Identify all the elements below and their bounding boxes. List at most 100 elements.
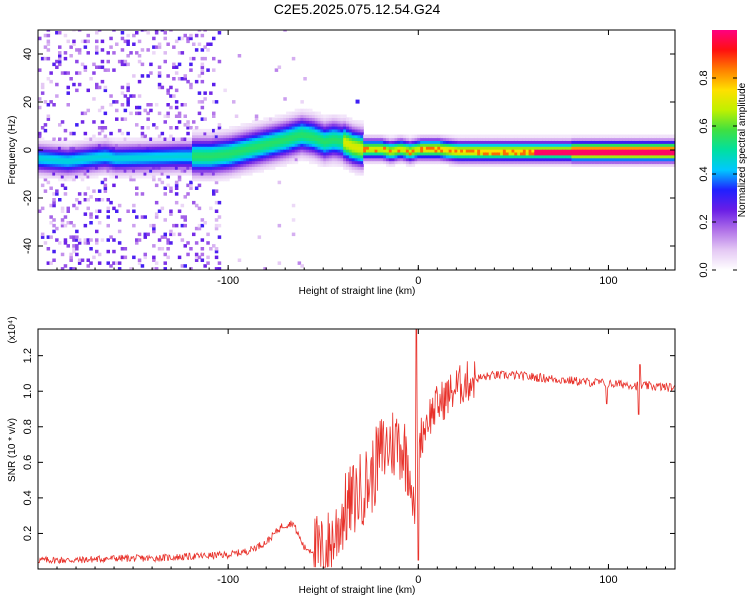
spectrogram-cell bbox=[337, 123, 341, 127]
spectrogram-cell bbox=[140, 143, 145, 147]
spectrogram-cell bbox=[49, 172, 53, 176]
spectrogram-cell bbox=[103, 166, 108, 170]
spectrogram-cell bbox=[437, 157, 441, 162]
spectrogram-cell bbox=[126, 103, 130, 107]
spectrogram-cell bbox=[257, 126, 262, 130]
spectrogram-cell bbox=[463, 157, 467, 162]
spectrogram-cell bbox=[115, 154, 119, 159]
spectrogram-cell bbox=[434, 151, 438, 156]
spectrogram-cell bbox=[451, 157, 456, 162]
spectrogram-cell bbox=[289, 143, 293, 147]
spectrogram-cell bbox=[38, 149, 42, 153]
spectrogram-cell bbox=[55, 172, 59, 176]
spectrogram-cell bbox=[120, 131, 125, 136]
spectrogram-cell bbox=[89, 212, 93, 216]
spectrogram-cell bbox=[49, 166, 53, 170]
spectrogram-cell bbox=[157, 143, 162, 147]
spectrogram-cell bbox=[320, 128, 324, 133]
spectrogram-cell bbox=[443, 134, 447, 139]
spectrogram-cell bbox=[303, 131, 307, 136]
spectrogram-cell bbox=[152, 175, 156, 179]
spectrogram-cell bbox=[280, 157, 284, 162]
spectrogram-cell bbox=[588, 160, 592, 165]
spectrogram-cell bbox=[95, 140, 99, 144]
snr-xlabel: Height of straight line (km) bbox=[299, 585, 416, 596]
spectrogram-cell bbox=[189, 36, 193, 41]
spectrogram-cell bbox=[117, 261, 122, 265]
spectrogram-cell bbox=[645, 137, 649, 141]
spectrogram-cell bbox=[309, 108, 313, 113]
spectrogram-cell bbox=[317, 131, 321, 136]
spectrogram-cell bbox=[160, 137, 165, 141]
spectrogram-cell bbox=[63, 33, 68, 38]
spectrogram-cell bbox=[58, 45, 62, 49]
spectrogram-cell bbox=[163, 140, 167, 144]
spectrogram-cell bbox=[637, 140, 641, 144]
spectrogram-cell bbox=[232, 140, 236, 144]
spectrogram-cell bbox=[206, 172, 210, 176]
spectrogram-cell bbox=[531, 137, 535, 141]
spectrogram-cell bbox=[565, 163, 570, 167]
spectrogram-cell bbox=[671, 157, 675, 162]
spectrogram-cell bbox=[431, 134, 436, 139]
spectrogram-cell bbox=[291, 146, 296, 150]
spectrogram-cell bbox=[579, 151, 584, 156]
spectrogram-cell bbox=[502, 157, 507, 162]
spectrogram-cell bbox=[654, 134, 658, 139]
spectrogram-cell bbox=[574, 134, 578, 139]
spectrogram-cell bbox=[414, 134, 418, 139]
spectrogram-cell bbox=[72, 203, 76, 208]
spectrogram-cell bbox=[294, 151, 299, 156]
spectrogram-cell bbox=[189, 33, 193, 38]
spectrogram-cell bbox=[320, 120, 324, 124]
spectrogram-cell bbox=[394, 157, 398, 162]
spectrogram-cell bbox=[582, 154, 587, 159]
spectrogram-cell bbox=[212, 143, 216, 147]
spectrogram-cell bbox=[357, 126, 361, 130]
spectrogram-cell bbox=[306, 117, 310, 121]
spectrogram-cell bbox=[531, 157, 535, 162]
spectrogram-cell bbox=[132, 175, 136, 179]
spectrogram-cell bbox=[488, 146, 493, 150]
spectrogram-cell bbox=[263, 126, 267, 130]
spectrogram-cell bbox=[135, 241, 139, 245]
spectrogram-cell bbox=[226, 143, 230, 147]
spectrogram-cell bbox=[226, 177, 230, 182]
spectrogram-cell bbox=[200, 62, 205, 67]
spectrogram-cell bbox=[605, 149, 610, 153]
spectrogram-cell bbox=[525, 163, 530, 167]
spectrogram-cell bbox=[297, 149, 302, 153]
spectrogram-cell bbox=[482, 160, 487, 165]
spectrogram-cell bbox=[608, 146, 612, 150]
spectrogram-cell bbox=[380, 157, 384, 162]
spectrogram-cell bbox=[460, 160, 464, 165]
spectrogram-cell bbox=[291, 137, 296, 141]
spectrogram-cell bbox=[348, 143, 353, 147]
spectrogram-cell bbox=[639, 140, 644, 144]
spectrogram-cell bbox=[186, 166, 190, 170]
spectrogram-cell bbox=[95, 229, 99, 234]
spectrogram-cell bbox=[194, 79, 199, 84]
spectrogram-cell bbox=[394, 151, 398, 156]
spectrogram-cell bbox=[217, 149, 222, 153]
spectrogram-cell bbox=[183, 151, 187, 156]
spectrogram-cell bbox=[200, 137, 205, 141]
spectrogram-cell bbox=[326, 140, 330, 144]
spectrogram-cell bbox=[388, 134, 393, 139]
spectrogram-cell bbox=[135, 151, 139, 156]
spectrogram-cell bbox=[75, 123, 79, 127]
spectrogram-cell bbox=[123, 108, 128, 113]
spectrogram-cell bbox=[212, 169, 216, 173]
spectrogram-cell bbox=[400, 149, 404, 153]
spectrogram-cell bbox=[66, 103, 70, 107]
spectrogram-cell bbox=[280, 146, 284, 150]
spectrogram-cell bbox=[86, 175, 90, 179]
spectrogram-cell bbox=[203, 97, 207, 101]
spectrogram-cell bbox=[494, 154, 498, 159]
spectrogram-cell bbox=[240, 146, 244, 150]
spectrogram-cell bbox=[386, 157, 390, 162]
spectrogram-cell bbox=[117, 169, 122, 173]
spectrogram-cell bbox=[257, 140, 262, 144]
spectrogram-cell bbox=[639, 160, 644, 165]
spectrogram-cell bbox=[360, 154, 364, 159]
